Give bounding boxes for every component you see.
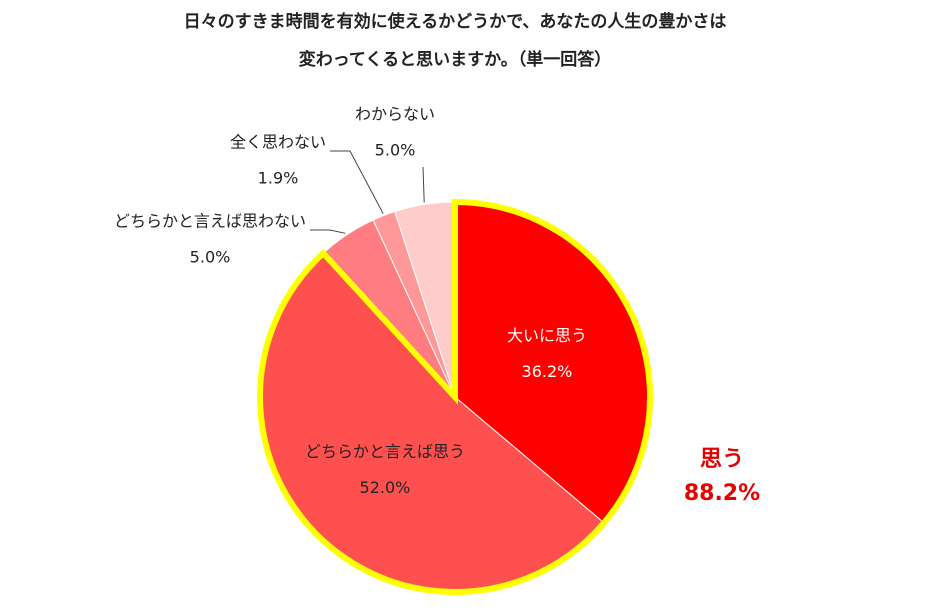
slice-label: どちらかと言えば思う [305,442,465,461]
slice-value-label: 1.9% [258,169,299,188]
leader-line [422,166,425,203]
slice-label: どちらかと言えば思わない [114,212,306,231]
highlight-label: 思う [700,447,744,472]
chart-title: 変わってくると思いますか。（単一回答） [299,49,611,70]
leader-line [330,150,384,214]
slice-label: 全く思わない [230,133,326,152]
slice-value-label: 36.2% [522,362,573,381]
highlight-outline [257,198,653,595]
leader-line [310,229,346,234]
slice-value-label: 5.0% [190,248,231,267]
slice-value-label: 52.0% [360,478,411,497]
chart-title: 日々のすきま時間を有効に使えるかどうかで、あなたの人生の豊かさは [184,11,727,32]
slice-label: 大いに思う [507,326,587,345]
slice-label: わからない [355,105,435,124]
highlight-value-label: 88.2% [684,481,760,506]
slice-value-label: 5.0% [375,141,416,160]
